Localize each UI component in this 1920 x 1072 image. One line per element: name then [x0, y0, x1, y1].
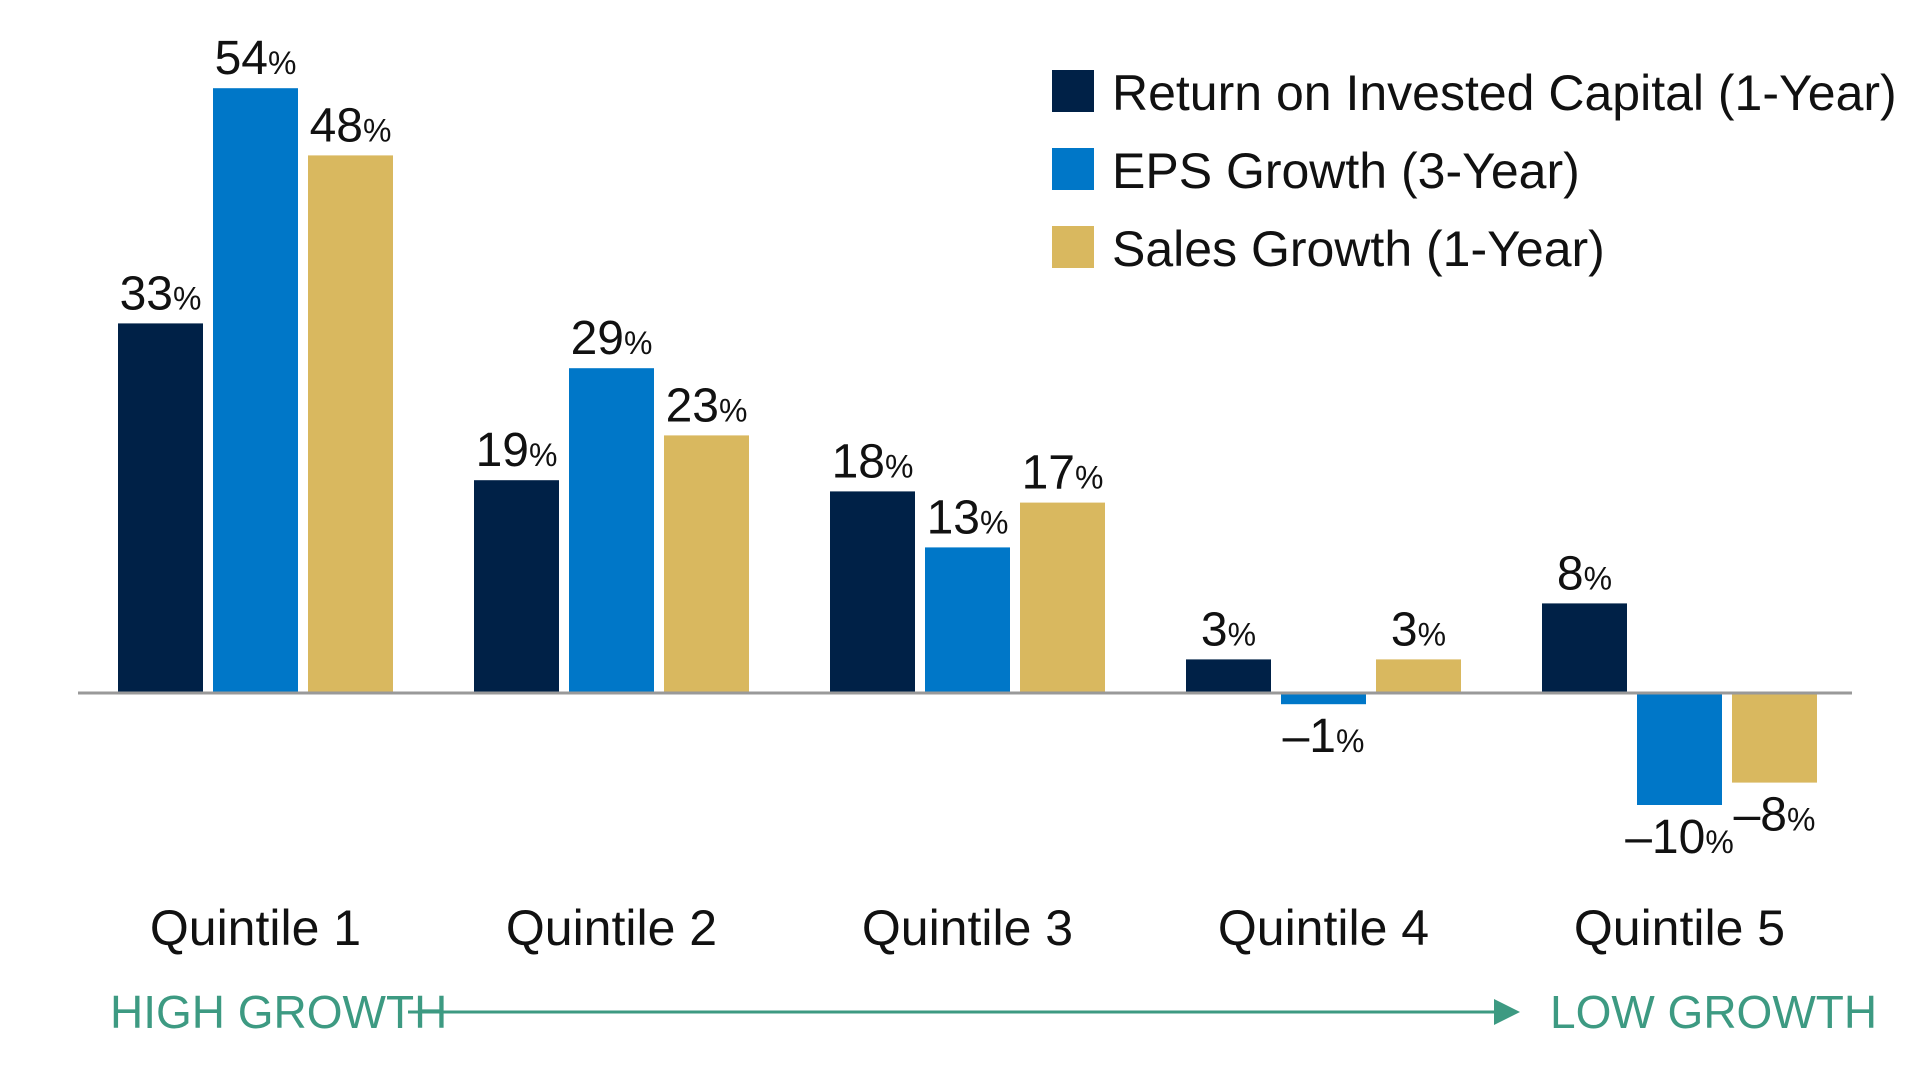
value-label-q2-s2: 29% — [571, 312, 653, 365]
bar-q1-s2 — [213, 88, 298, 693]
value-label-q4-s2: –1% — [1283, 710, 1365, 763]
value-label-q2-s3: 23% — [666, 379, 748, 432]
value-number: 13 — [927, 491, 980, 544]
legend-swatch-1 — [1052, 70, 1094, 112]
value-number: 23 — [666, 379, 719, 432]
bars-layer — [118, 88, 1817, 805]
value-unit: % — [268, 45, 296, 81]
value-number: 48 — [310, 99, 363, 152]
value-label-q4-s3: 3% — [1391, 603, 1446, 656]
bar-q2-s2 — [569, 368, 654, 693]
legend-swatch-3 — [1052, 226, 1094, 268]
category-label-q4: Quintile 4 — [1218, 900, 1429, 956]
bar-q2-s1 — [474, 480, 559, 693]
value-label-q1-s1: 33% — [120, 267, 202, 320]
low-growth-label: LOW GROWTH — [1550, 986, 1877, 1038]
value-label-q1-s3: 48% — [310, 99, 392, 152]
value-number: 29 — [571, 312, 624, 365]
value-number: 3 — [1201, 603, 1228, 656]
value-labels-layer: 33%54%48%19%29%23%18%13%17%3%–1%3%8%–10%… — [120, 32, 1816, 864]
arrow-right-icon — [1494, 999, 1520, 1025]
value-label-q3-s3: 17% — [1022, 447, 1104, 500]
bar-q4-s2 — [1281, 693, 1366, 705]
value-unit: % — [173, 280, 201, 316]
value-number: 54 — [215, 32, 268, 85]
value-label-q5-s3: –8% — [1734, 789, 1816, 842]
bar-q2-s3 — [664, 435, 749, 693]
category-label-q3: Quintile 3 — [862, 900, 1073, 956]
legend-swatch-2 — [1052, 148, 1094, 190]
value-number: 19 — [476, 424, 529, 477]
value-number: –8 — [1734, 789, 1787, 842]
value-unit: % — [1075, 460, 1103, 496]
value-unit: % — [719, 392, 747, 428]
value-unit: % — [1787, 802, 1815, 838]
bar-q4-s1 — [1186, 659, 1271, 693]
value-unit: % — [363, 112, 391, 148]
bar-q1-s1 — [118, 323, 203, 693]
value-label-q2-s1: 19% — [476, 424, 558, 477]
bar-q4-s3 — [1376, 659, 1461, 693]
value-number: 17 — [1022, 447, 1075, 500]
value-unit: % — [1705, 824, 1733, 860]
category-label-q5: Quintile 5 — [1574, 900, 1785, 956]
bar-q3-s1 — [830, 491, 915, 693]
value-unit: % — [980, 504, 1008, 540]
value-unit: % — [1228, 616, 1256, 652]
legend: Return on Invested Capital (1-Year) EPS G… — [1052, 65, 1897, 277]
category-labels-layer: Quintile 1 Quintile 2 Quintile 3 Quintile 4… — [150, 900, 1785, 956]
value-number: –10 — [1625, 811, 1705, 864]
value-label-q1-s2: 54% — [215, 32, 297, 85]
bar-q5-s3 — [1732, 693, 1817, 783]
value-label-q3-s2: 13% — [927, 491, 1009, 544]
bar-q3-s3 — [1020, 502, 1105, 693]
category-label-q1: Quintile 1 — [150, 900, 361, 956]
value-label-q3-s1: 18% — [832, 435, 914, 488]
value-unit: % — [1336, 723, 1364, 759]
value-number: 8 — [1557, 547, 1584, 600]
legend-label-1: Return on Invested Capital (1-Year) — [1112, 65, 1897, 121]
value-label-q5-s2: –10% — [1625, 811, 1734, 864]
bar-q1-s3 — [308, 155, 393, 693]
value-number: 3 — [1391, 603, 1418, 656]
legend-label-2: EPS Growth (3-Year) — [1112, 143, 1580, 199]
high-growth-label: HIGH GROWTH — [110, 986, 447, 1038]
legend-label-3: Sales Growth (1-Year) — [1112, 221, 1605, 277]
bar-q3-s2 — [925, 547, 1010, 693]
value-unit: % — [1418, 616, 1446, 652]
value-unit: % — [624, 325, 652, 361]
bar-q5-s1 — [1542, 603, 1627, 693]
growth-direction-annotation: HIGH GROWTH LOW GROWTH — [110, 986, 1877, 1038]
value-number: 18 — [832, 435, 885, 488]
value-label-q5-s1: 8% — [1557, 547, 1612, 600]
value-unit: % — [885, 448, 913, 484]
value-number: 33 — [120, 267, 173, 320]
value-unit: % — [1584, 560, 1612, 596]
value-label-q4-s1: 3% — [1201, 603, 1256, 656]
value-number: –1 — [1283, 710, 1336, 763]
value-unit: % — [529, 437, 557, 473]
bar-q5-s2 — [1637, 693, 1722, 805]
category-label-q2: Quintile 2 — [506, 900, 717, 956]
